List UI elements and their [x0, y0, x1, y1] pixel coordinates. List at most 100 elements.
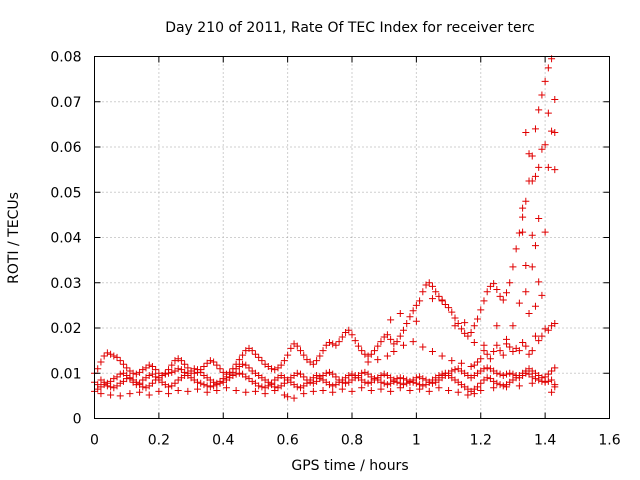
data-point: [396, 374, 404, 382]
x-axis-label: GPS time / hours: [291, 458, 408, 474]
data-point: [152, 373, 160, 381]
y-tick-label: 0.03: [50, 276, 81, 292]
data-point: [364, 379, 372, 387]
data-point: [445, 386, 453, 394]
data-point: [435, 292, 443, 300]
data-point: [544, 163, 552, 171]
data-point: [361, 368, 369, 376]
data-point: [541, 325, 549, 333]
data-point: [152, 366, 160, 374]
data-point: [548, 127, 556, 135]
data-points: [91, 55, 559, 402]
data-point: [448, 308, 456, 316]
data-point: [519, 228, 527, 236]
data-point: [551, 383, 559, 391]
data-point: [416, 373, 424, 381]
data-point: [358, 384, 366, 392]
data-point: [474, 358, 482, 366]
data-point: [97, 390, 105, 398]
data-point: [451, 366, 459, 374]
data-point: [213, 379, 221, 387]
data-point: [503, 289, 510, 297]
data-point: [409, 378, 417, 386]
data-point: [367, 386, 375, 394]
data-point: [174, 386, 182, 394]
data-point: [503, 370, 510, 378]
data-point: [364, 352, 372, 360]
data-point: [551, 95, 559, 103]
data-point: [480, 365, 488, 373]
data-point: [425, 387, 433, 395]
data-point: [123, 364, 131, 372]
data-point: [393, 375, 401, 383]
data-point: [313, 357, 321, 365]
data-point: [428, 282, 436, 290]
data-point: [509, 322, 517, 330]
data-point: [403, 376, 411, 384]
data-point: [544, 370, 552, 378]
data-point: [383, 331, 391, 339]
data-point: [100, 381, 108, 389]
data-point: [332, 373, 340, 381]
data-point: [129, 369, 137, 377]
data-point: [325, 338, 333, 346]
data-point: [309, 387, 317, 395]
data-point: [358, 347, 366, 355]
data-point: [245, 364, 253, 372]
data-point: [145, 361, 153, 369]
data-point: [165, 383, 173, 391]
data-point: [548, 376, 556, 384]
data-point: [474, 315, 482, 323]
data-point: [165, 366, 173, 374]
data-point: [251, 387, 259, 395]
data-point: [432, 288, 440, 296]
data-point: [280, 391, 288, 399]
data-point: [541, 77, 549, 85]
data-point: [139, 383, 147, 391]
data-point: [454, 388, 462, 396]
x-tick-label: 1.6: [598, 433, 620, 449]
data-point: [419, 288, 427, 296]
data-point: [515, 382, 523, 390]
data-point: [219, 375, 227, 383]
data-point: [503, 340, 510, 348]
data-point: [480, 347, 488, 355]
data-point: [435, 372, 443, 380]
data-point: [300, 390, 308, 398]
data-point: [361, 350, 369, 358]
data-point: [290, 394, 298, 402]
data-point: [461, 319, 469, 327]
data-point: [348, 370, 356, 378]
data-point: [496, 347, 504, 355]
data-point: [242, 373, 250, 381]
data-point: [319, 347, 327, 355]
data-point: [348, 331, 356, 339]
data-point: [258, 357, 266, 365]
data-point: [145, 372, 153, 380]
data-point: [210, 358, 218, 366]
data-point: [200, 362, 208, 370]
data-point: [219, 368, 227, 376]
x-tick-label: 1.2: [470, 433, 492, 449]
data-point: [97, 358, 105, 366]
data-point: [538, 374, 546, 382]
data-point: [483, 288, 491, 296]
data-point: [499, 296, 507, 304]
data-point: [197, 379, 205, 387]
data-point: [148, 379, 156, 387]
data-point: [107, 391, 115, 399]
data-point: [535, 214, 543, 222]
data-point: [287, 344, 295, 352]
data-point: [522, 342, 530, 350]
data-point: [512, 245, 520, 253]
data-point: [400, 341, 407, 349]
data-point: [371, 375, 379, 383]
data-point: [486, 355, 494, 363]
data-point: [123, 372, 131, 380]
data-point: [293, 342, 301, 350]
data-point: [528, 231, 536, 239]
data-point: [293, 369, 301, 377]
data-point: [200, 381, 208, 389]
data-point: [528, 347, 536, 355]
data-point: [451, 314, 459, 322]
